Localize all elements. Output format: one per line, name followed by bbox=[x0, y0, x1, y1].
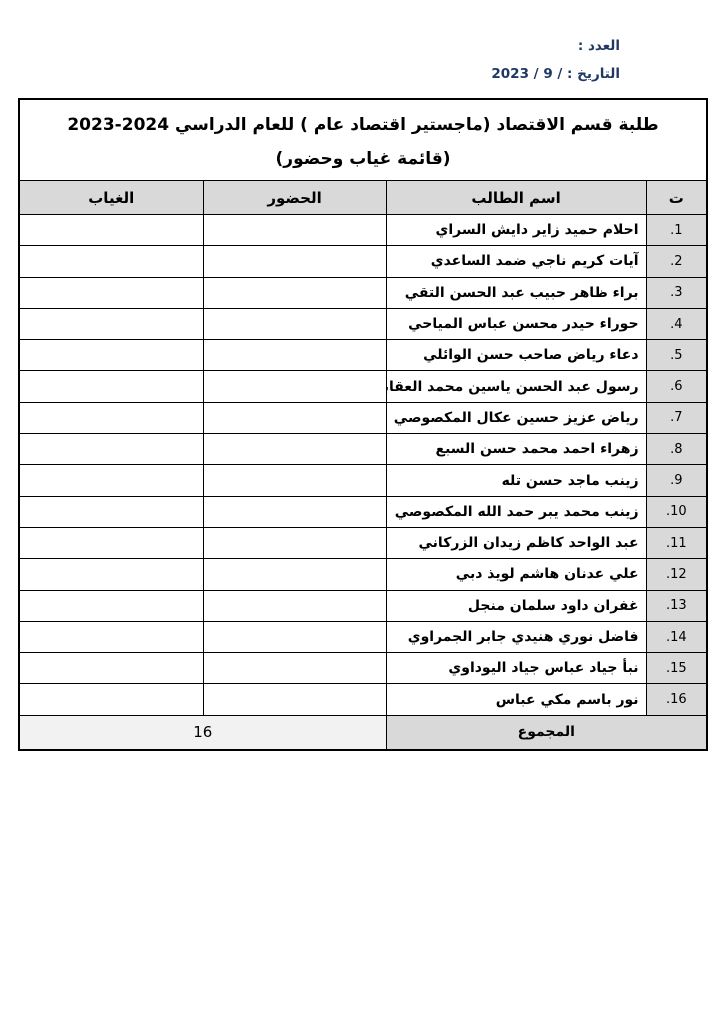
attendance-cell bbox=[202, 589, 387, 622]
attendance-cell bbox=[202, 620, 387, 654]
attendance-cell bbox=[202, 558, 387, 591]
attendance-table: طلبة قسم الاقتصاد (ماجستير اقتصاد عام ) … bbox=[18, 98, 709, 751]
row-number-cell: 8. bbox=[645, 433, 708, 466]
student-name-cell: نور باسم مكي عباس bbox=[385, 683, 647, 716]
attendance-cell bbox=[202, 433, 387, 466]
student-name-cell: علي عدنان هاشم لويذ دبي bbox=[385, 558, 647, 591]
student-name-cell: زينب محمد يبر حمد الله المكصوصي bbox=[385, 495, 647, 528]
student-row: 3. براء ظاهر حبيب عبد الحسن التقي bbox=[18, 276, 708, 309]
table-title-line2: (قائمة غياب وحضور) bbox=[275, 149, 451, 169]
student-name-cell: فاضل نوري هنيدي جابر الجمراوي bbox=[385, 620, 647, 654]
student-name-cell: آيات كريم ناجي ضمد الساعدي bbox=[385, 245, 647, 278]
column-header-attendance: الحضور bbox=[202, 180, 387, 215]
attendance-cell bbox=[202, 307, 387, 341]
column-header-absence: الغياب bbox=[18, 180, 204, 215]
total-value: 16 bbox=[18, 714, 387, 751]
absence-cell bbox=[18, 495, 204, 528]
row-number-cell: 1. bbox=[645, 213, 708, 247]
number-label: العدد : bbox=[577, 38, 620, 54]
column-header-no: ت bbox=[645, 180, 708, 215]
row-number-cell: 7. bbox=[645, 401, 708, 435]
table-title: طلبة قسم الاقتصاد (ماجستير اقتصاد عام ) … bbox=[18, 98, 708, 181]
absence-cell bbox=[18, 370, 204, 403]
absence-cell bbox=[18, 307, 204, 341]
attendance-cell bbox=[202, 339, 387, 372]
attendance-cell bbox=[202, 652, 387, 685]
student-row: 6. رسول عبد الحسن ياسين محمد العقابي bbox=[18, 370, 708, 403]
absence-cell bbox=[18, 526, 204, 560]
student-row: 4. حوراء حيدر محسن عباس المياحي bbox=[18, 307, 708, 341]
student-name-cell: حوراء حيدر محسن عباس المياحي bbox=[385, 307, 647, 341]
student-name-cell: رسول عبد الحسن ياسين محمد العقابي bbox=[385, 370, 647, 403]
absence-cell bbox=[18, 683, 204, 716]
absence-cell bbox=[18, 401, 204, 435]
student-name-cell: زهراء احمد محمد حسن السبع bbox=[385, 433, 647, 466]
attendance-cell bbox=[202, 683, 387, 716]
row-number-cell: 6. bbox=[645, 370, 708, 403]
student-row: 16. نور باسم مكي عباس bbox=[18, 683, 708, 716]
row-number-cell: 15. bbox=[645, 652, 708, 685]
row-number-cell: 11. bbox=[645, 526, 708, 560]
row-number-cell: 2. bbox=[645, 245, 708, 278]
attendance-cell bbox=[202, 213, 387, 247]
absence-cell bbox=[18, 245, 204, 278]
student-row: 7. رياض عزيز حسين عكال المكصوصي bbox=[18, 401, 708, 435]
document-header: العدد : التاريخ : / 9 / 2023 bbox=[491, 38, 620, 94]
student-name-cell: زينب ماجد حسن تله bbox=[385, 464, 647, 497]
total-row: المجموع 16 bbox=[18, 714, 708, 751]
attendance-cell bbox=[202, 401, 387, 435]
student-row: 13. غفران داود سلمان منجل bbox=[18, 589, 708, 622]
total-label: المجموع bbox=[385, 714, 708, 751]
student-row: 9. زينب ماجد حسن تله bbox=[18, 464, 708, 497]
row-number-cell: 10. bbox=[645, 495, 708, 528]
student-name-cell: احلام حميد زاير دايش السراي bbox=[385, 213, 647, 247]
row-number-cell: 14. bbox=[645, 620, 708, 654]
student-row: 11. عبد الواحد كاظم زيدان الزركاني bbox=[18, 526, 708, 560]
student-name-cell: عبد الواحد كاظم زيدان الزركاني bbox=[385, 526, 647, 560]
student-row: 5. دعاء رياض صاحب حسن الوائلي bbox=[18, 339, 708, 372]
table-title-line1: طلبة قسم الاقتصاد (ماجستير اقتصاد عام ) … bbox=[67, 115, 659, 135]
absence-cell bbox=[18, 339, 204, 372]
student-name-cell: غفران داود سلمان منجل bbox=[385, 589, 647, 622]
attendance-cell bbox=[202, 495, 387, 528]
row-number-cell: 3. bbox=[645, 276, 708, 309]
attendance-cell bbox=[202, 526, 387, 560]
absence-cell bbox=[18, 558, 204, 591]
student-name-cell: نبأ جياد عباس جياد اليوداوي bbox=[385, 652, 647, 685]
row-number-cell: 16. bbox=[645, 683, 708, 716]
table-header-row: ت اسم الطالب الحضور الغياب bbox=[18, 180, 708, 215]
student-row: 10. زينب محمد يبر حمد الله المكصوصي bbox=[18, 495, 708, 528]
attendance-cell bbox=[202, 245, 387, 278]
row-number-cell: 9. bbox=[645, 464, 708, 497]
row-number-cell: 13. bbox=[645, 589, 708, 622]
column-header-name: اسم الطالب bbox=[385, 180, 647, 215]
absence-cell bbox=[18, 620, 204, 654]
row-number-cell: 4. bbox=[645, 307, 708, 341]
student-row: 1. احلام حميد زاير دايش السراي bbox=[18, 213, 708, 247]
row-number-cell: 5. bbox=[645, 339, 708, 372]
table-title-row: طلبة قسم الاقتصاد (ماجستير اقتصاد عام ) … bbox=[18, 98, 708, 181]
absence-cell bbox=[18, 213, 204, 247]
student-name-cell: رياض عزيز حسين عكال المكصوصي bbox=[385, 401, 647, 435]
absence-cell bbox=[18, 652, 204, 685]
student-name-cell: براء ظاهر حبيب عبد الحسن التقي bbox=[385, 276, 647, 309]
student-row: 14. فاضل نوري هنيدي جابر الجمراوي bbox=[18, 620, 708, 654]
student-name-cell: دعاء رياض صاحب حسن الوائلي bbox=[385, 339, 647, 372]
student-row: 2. آيات كريم ناجي ضمد الساعدي bbox=[18, 245, 708, 278]
date-label: التاريخ : / 9 / 2023 bbox=[491, 66, 620, 82]
absence-cell bbox=[18, 464, 204, 497]
student-row: 15. نبأ جياد عباس جياد اليوداوي bbox=[18, 652, 708, 685]
student-row: 12. علي عدنان هاشم لويذ دبي bbox=[18, 558, 708, 591]
absence-cell bbox=[18, 433, 204, 466]
attendance-cell bbox=[202, 370, 387, 403]
attendance-cell bbox=[202, 276, 387, 309]
row-number-cell: 12. bbox=[645, 558, 708, 591]
student-row: 8. زهراء احمد محمد حسن السبع bbox=[18, 433, 708, 466]
absence-cell bbox=[18, 276, 204, 309]
absence-cell bbox=[18, 589, 204, 622]
attendance-cell bbox=[202, 464, 387, 497]
